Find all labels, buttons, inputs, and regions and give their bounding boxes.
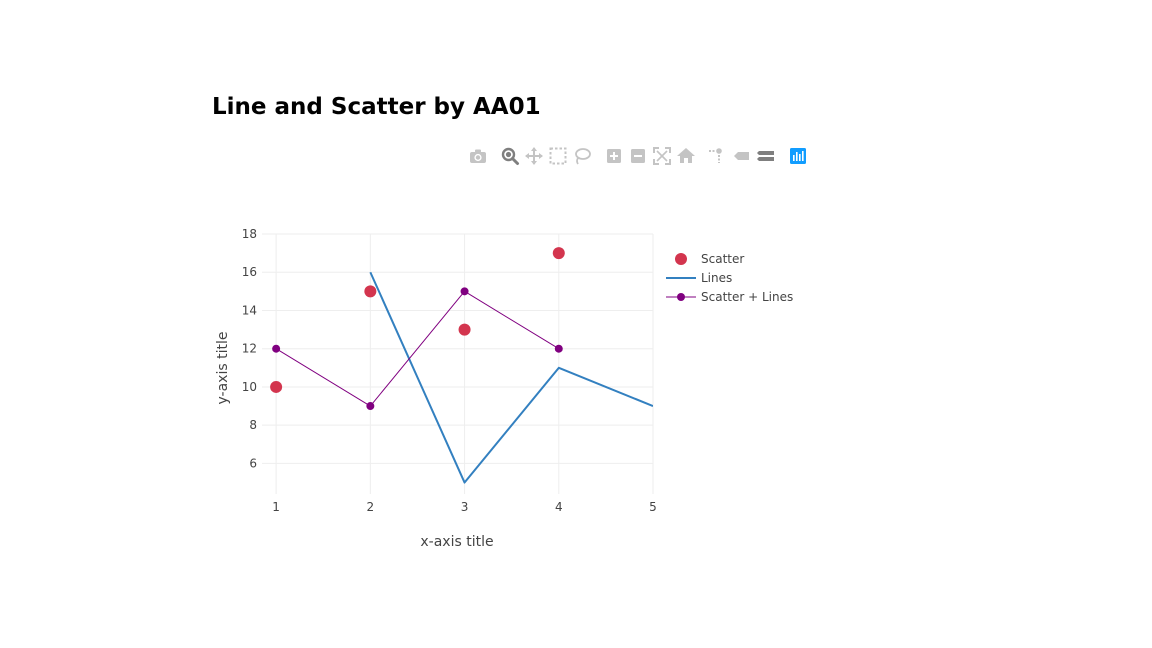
toggle-spike-lines-button[interactable] [706, 146, 726, 166]
data-point[interactable] [270, 380, 283, 393]
data-point[interactable] [366, 402, 375, 411]
autoscale-icon [653, 147, 671, 165]
y-tick-label: 14 [242, 303, 257, 317]
legend-label: Lines [701, 271, 732, 285]
autoscale-button[interactable] [652, 146, 672, 166]
plotly-logo-button[interactable] [788, 146, 808, 166]
y-tick-label: 12 [242, 342, 257, 356]
chart-plot-area[interactable] [270, 247, 653, 484]
chart-modebar [468, 146, 813, 166]
pan-icon [525, 147, 543, 165]
y-tick-label: 8 [249, 418, 257, 432]
legend-label: Scatter + Lines [701, 290, 793, 304]
page-title: Line and Scatter by AA01 [212, 94, 541, 120]
data-point[interactable] [272, 344, 281, 353]
x-tick-label: 4 [555, 500, 563, 514]
x-tick-label: 1 [272, 500, 280, 514]
lasso-select-button[interactable] [572, 146, 592, 166]
chart-legend: Scatter Lines Scatter + Lines [666, 252, 793, 304]
y-axis-title: y-axis title [215, 332, 231, 405]
legend-marker-swatch [675, 253, 687, 265]
x-tick-label: 3 [461, 500, 469, 514]
y-tick-label: 6 [249, 456, 257, 470]
zoom-out-button[interactable] [628, 146, 648, 166]
legend-label: Scatter [701, 252, 744, 266]
series-scatter-lines[interactable] [272, 287, 563, 411]
x-tick-label: 2 [367, 500, 375, 514]
zoom-in-icon [607, 149, 621, 163]
legend-item[interactable]: Lines [666, 271, 732, 285]
zoom-out-icon [631, 149, 645, 163]
reset-axes-button[interactable] [676, 146, 696, 166]
home-icon [677, 148, 695, 163]
hover-closest-icon [734, 152, 749, 160]
data-point[interactable] [364, 285, 377, 298]
box-select-icon [549, 147, 567, 165]
zoom-in-button[interactable] [604, 146, 624, 166]
y-tick-label: 16 [242, 265, 257, 279]
legend-item[interactable]: Scatter [675, 252, 744, 266]
hover-compare-icon [757, 151, 774, 161]
series-scatter[interactable] [270, 247, 565, 393]
series-lines[interactable] [369, 271, 653, 484]
box-select-button[interactable] [548, 146, 568, 166]
zoom-button[interactable] [500, 146, 520, 166]
data-point[interactable] [554, 344, 563, 353]
data-point[interactable] [458, 323, 471, 336]
hover-compare-button[interactable] [756, 146, 776, 166]
download-plot-button[interactable] [468, 146, 488, 166]
series-line[interactable] [275, 290, 560, 407]
y-tick-label: 18 [242, 227, 257, 241]
legend-item[interactable]: Scatter + Lines [666, 290, 793, 304]
series-line[interactable] [369, 271, 653, 484]
spike-lines-icon [709, 148, 722, 163]
data-point[interactable] [460, 287, 469, 296]
camera-icon [470, 149, 486, 163]
lasso-icon [575, 148, 591, 165]
x-tick-label: 5 [649, 500, 657, 514]
plotly-logo-icon [790, 148, 806, 164]
y-tick-label: 10 [242, 380, 257, 394]
legend-marker-swatch [677, 293, 685, 301]
hover-closest-button[interactable] [732, 146, 752, 166]
pan-button[interactable] [524, 146, 544, 166]
chart-gridlines [262, 233, 654, 494]
data-point[interactable] [552, 247, 565, 260]
x-axis-title: x-axis title [420, 534, 493, 550]
zoom-icon [501, 147, 519, 165]
